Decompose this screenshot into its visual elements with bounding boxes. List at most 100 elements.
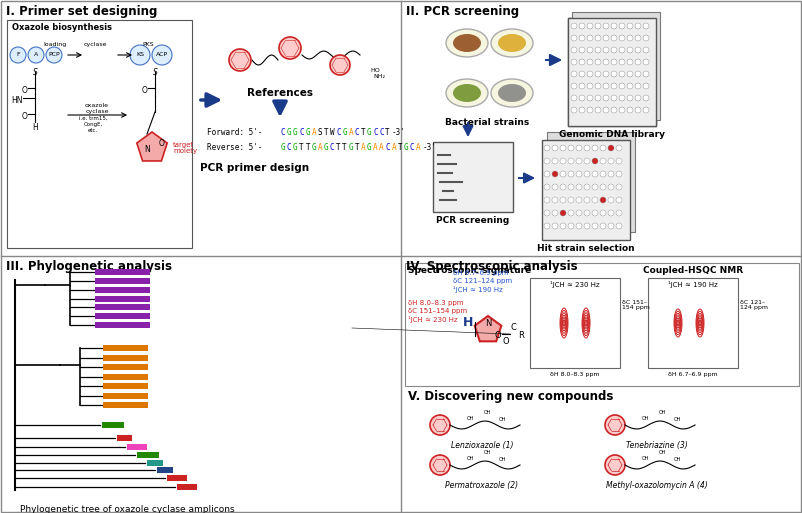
Text: IV. Spectroscopic analysis: IV. Spectroscopic analysis [406,260,577,273]
Circle shape [608,210,614,216]
Text: Lenzioxazole (1): Lenzioxazole (1) [451,441,513,450]
Text: OH: OH [484,450,492,456]
Bar [103,373,148,380]
Circle shape [279,37,301,59]
Circle shape [576,210,582,216]
Circle shape [46,47,62,63]
Text: C: C [330,143,334,152]
Circle shape [619,83,625,89]
Circle shape [560,223,566,229]
Circle shape [611,47,617,53]
Circle shape [571,71,577,77]
Circle shape [603,71,609,77]
Text: G: G [367,143,371,152]
Circle shape [571,95,577,101]
Circle shape [568,223,574,229]
Text: PCR primer design: PCR primer design [200,163,310,173]
Circle shape [611,95,617,101]
Circle shape [592,145,598,151]
Text: V. Discovering new compounds: V. Discovering new compounds [408,390,614,403]
Text: O: O [21,86,27,95]
Bar [572,12,660,120]
Circle shape [608,145,614,151]
Circle shape [587,95,593,101]
Bar [95,304,150,310]
Circle shape [595,95,601,101]
Text: OH: OH [659,410,666,416]
Circle shape [10,47,26,63]
Circle shape [643,107,649,113]
Text: G: G [348,143,353,152]
Text: ACP: ACP [156,52,168,57]
Circle shape [584,184,590,190]
Circle shape [616,210,622,216]
Circle shape [592,223,598,229]
Text: OH: OH [642,416,649,421]
Circle shape [579,35,585,41]
Circle shape [576,145,582,151]
Text: PKS: PKS [142,42,154,47]
Circle shape [584,171,590,177]
Text: C: C [385,143,390,152]
Circle shape [627,35,633,41]
Circle shape [544,145,550,151]
Text: C: C [373,128,378,137]
Circle shape [627,107,633,113]
Text: PCP: PCP [48,52,60,57]
Ellipse shape [498,84,526,102]
Text: G: G [287,128,292,137]
Circle shape [330,55,350,75]
Text: δC 121–124 ppm: δC 121–124 ppm [453,278,512,284]
Bar [568,18,656,126]
Text: O: O [495,330,501,340]
Text: G: G [306,128,310,137]
Circle shape [571,83,577,89]
Bar [95,313,150,319]
Text: δH 6.7–6.9 ppm: δH 6.7–6.9 ppm [453,270,508,276]
Circle shape [627,23,633,29]
Text: T: T [354,143,359,152]
Text: loading: loading [43,42,67,47]
Text: G: G [311,143,316,152]
Circle shape [579,95,585,101]
Circle shape [608,184,614,190]
Ellipse shape [491,79,533,107]
Circle shape [627,71,633,77]
Ellipse shape [446,79,488,107]
Circle shape [616,184,622,190]
Text: ¹JCH ≈ 230 Hz: ¹JCH ≈ 230 Hz [408,316,458,323]
Circle shape [619,71,625,77]
Circle shape [587,71,593,77]
Text: δH 6.7–6.9 ppm: δH 6.7–6.9 ppm [668,372,718,377]
Text: Hit strain selection: Hit strain selection [537,244,635,253]
Text: etc.: etc. [88,128,98,133]
Text: -3': -3' [422,143,436,152]
Bar [95,295,150,302]
Text: Genomic DNA library: Genomic DNA library [559,130,665,139]
Bar [177,484,197,490]
Circle shape [595,23,601,29]
Circle shape [560,171,566,177]
Circle shape [600,184,606,190]
Text: A: A [318,143,322,152]
Text: O: O [159,140,165,148]
Circle shape [544,223,550,229]
Text: III. Phylogenetic analysis: III. Phylogenetic analysis [6,260,172,273]
Circle shape [576,171,582,177]
Circle shape [592,184,598,190]
Text: Coupled-HSQC NMR: Coupled-HSQC NMR [643,266,743,275]
Text: T: T [306,143,310,152]
Text: A: A [379,143,384,152]
Circle shape [635,71,641,77]
Circle shape [643,47,649,53]
Bar [530,278,620,368]
Text: oxazole: oxazole [85,103,109,108]
Circle shape [605,455,625,475]
Circle shape [571,107,577,113]
Circle shape [595,71,601,77]
Circle shape [603,59,609,65]
Text: Permatroxazole (2): Permatroxazole (2) [445,481,519,490]
Circle shape [643,71,649,77]
Circle shape [587,83,593,89]
Circle shape [584,210,590,216]
